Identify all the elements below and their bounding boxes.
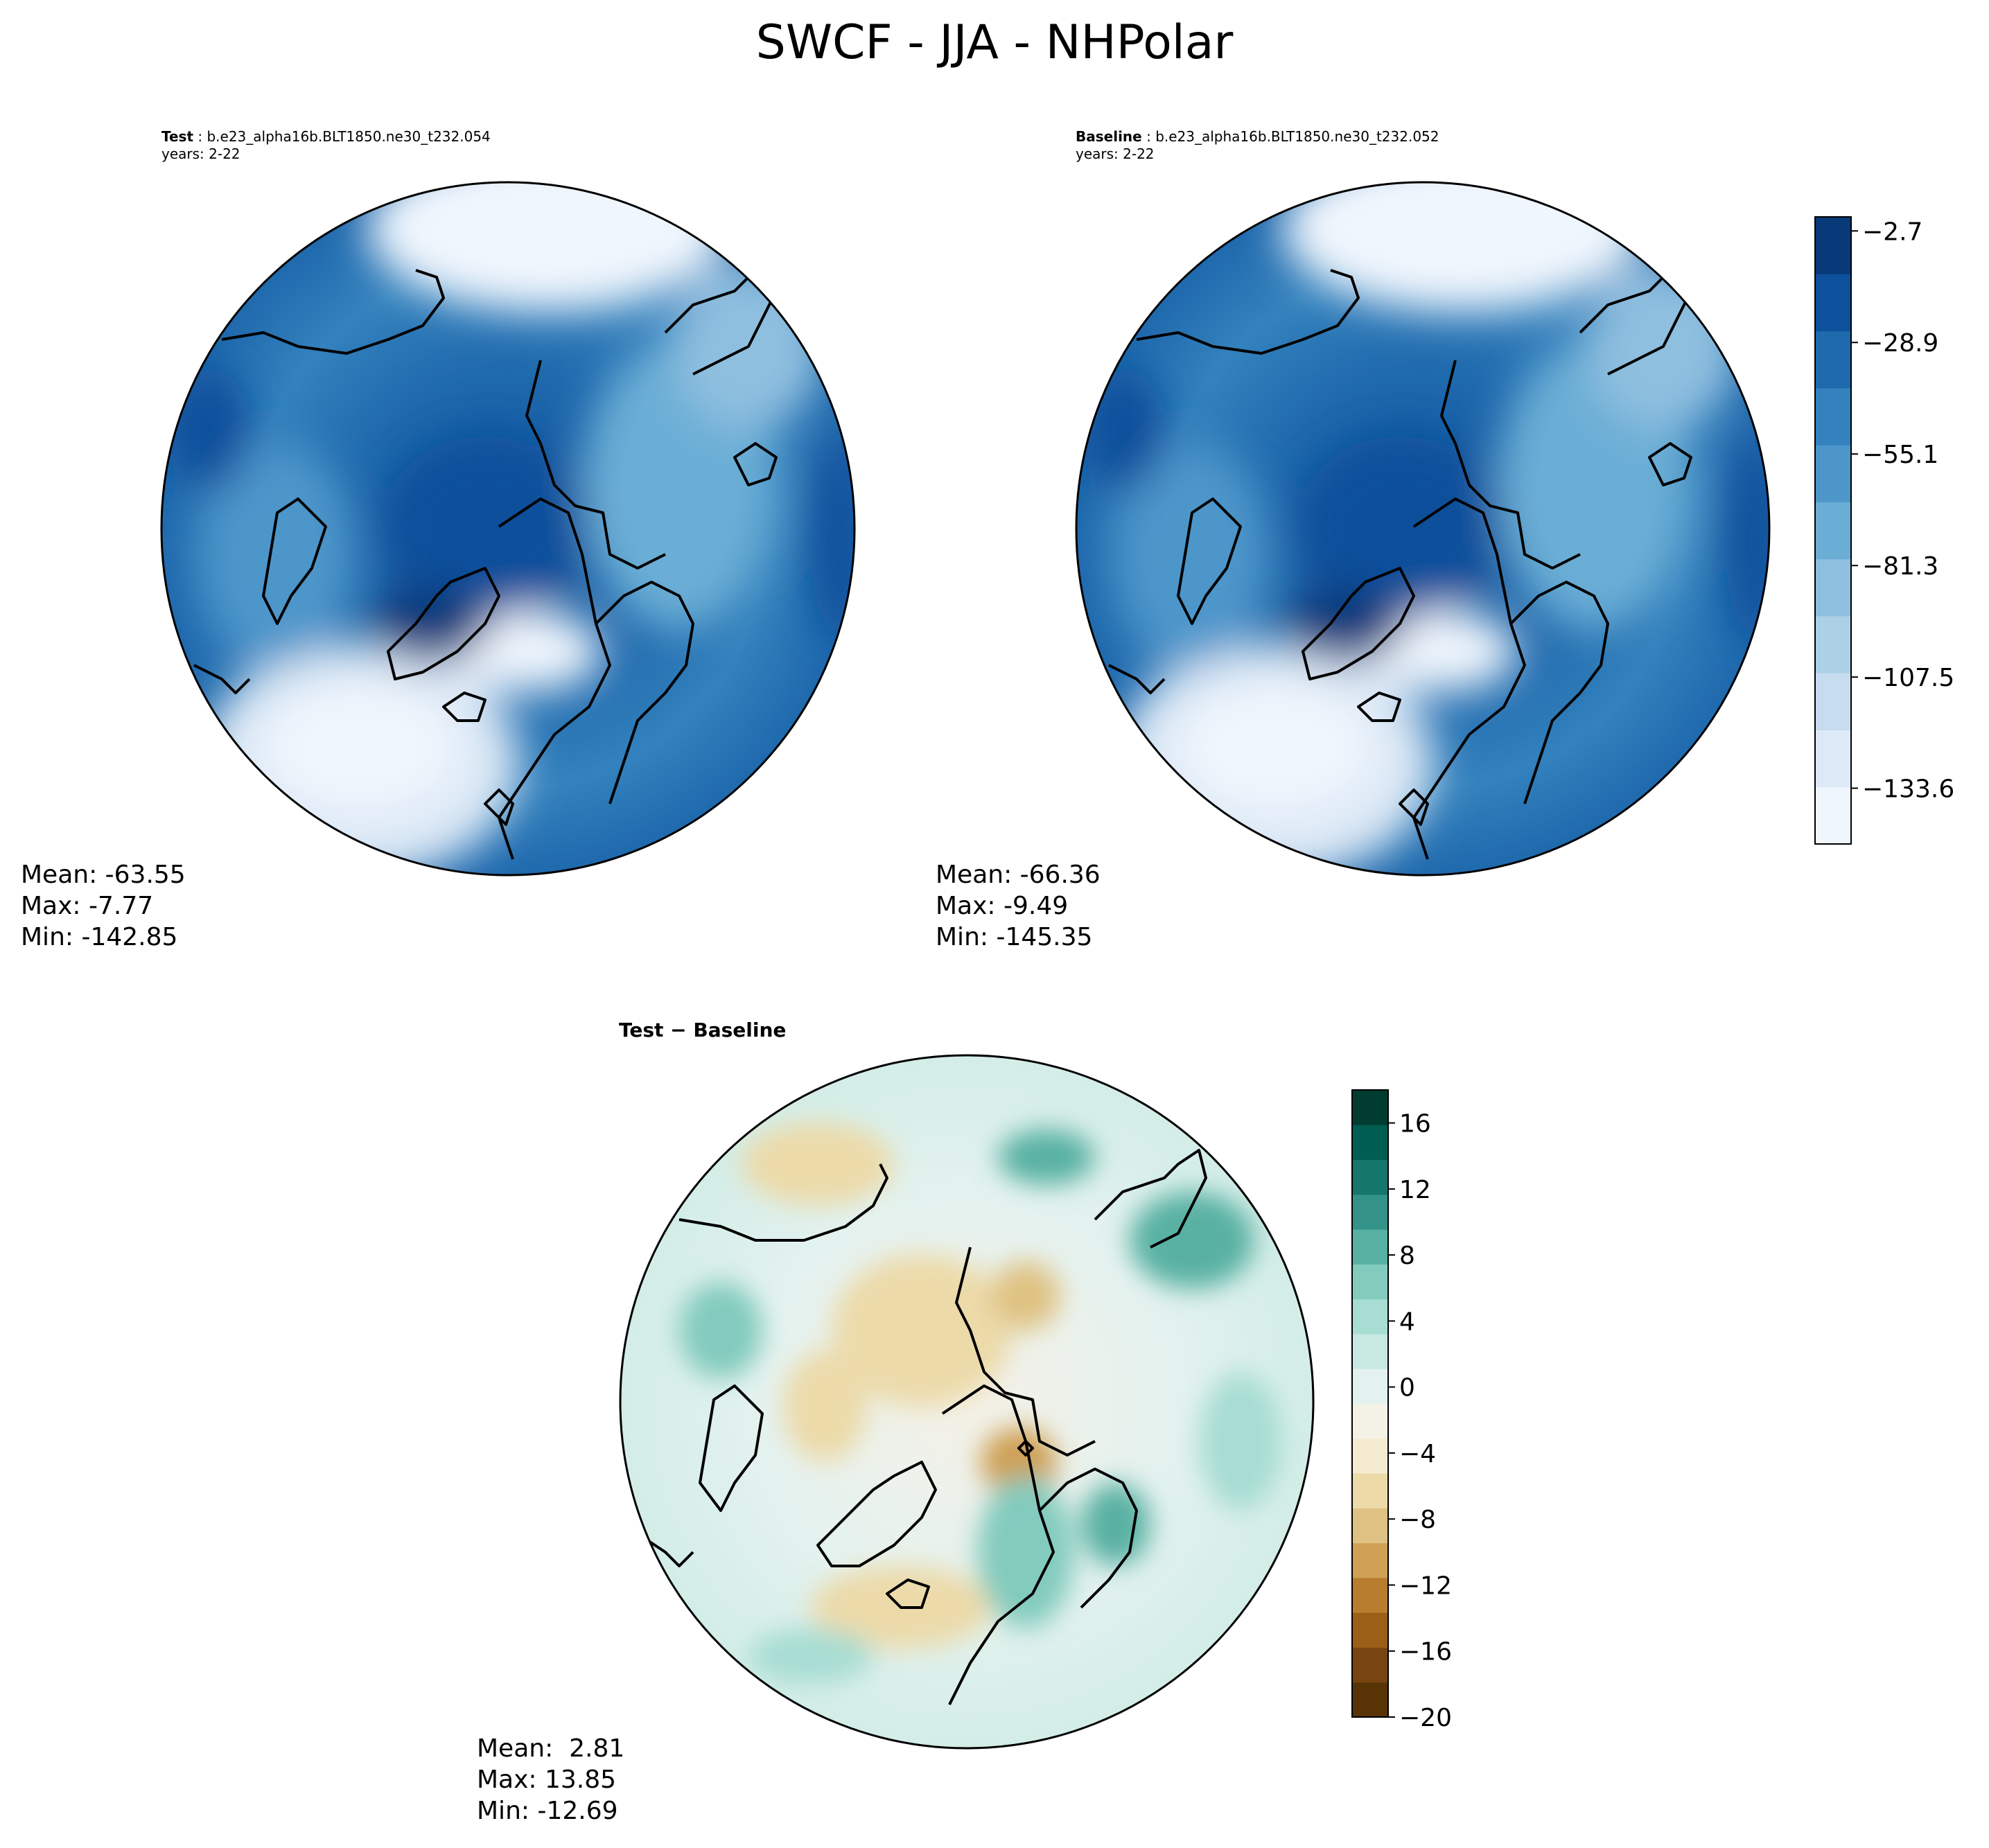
test-label: Test xyxy=(161,128,194,145)
diff-colorbar-band xyxy=(1352,1194,1388,1230)
top-colorbar-tick-label: −55.1 xyxy=(1862,441,1938,469)
test-years: years: 2-22 xyxy=(161,146,240,162)
diff-colorbar-band xyxy=(1352,1577,1388,1613)
diff-colorbar-band xyxy=(1352,1682,1388,1718)
diff-colorbar-band xyxy=(1352,1333,1388,1369)
top-colorbar-band xyxy=(1815,274,1851,332)
diff-colorbar-tick-label: 8 xyxy=(1399,1242,1415,1270)
diff-panel-header: Test − Baseline xyxy=(619,1019,787,1041)
diff-colorbar-tick-label: −20 xyxy=(1399,1704,1452,1732)
diff-colorbar-tick-label: 12 xyxy=(1399,1176,1431,1204)
baseline-mean: Mean: -66.36 xyxy=(936,861,1101,889)
diff-colorbar-tick-label: −12 xyxy=(1399,1572,1452,1600)
diff-colorbar-band xyxy=(1352,1403,1388,1439)
diff-colorbar-band xyxy=(1352,1229,1388,1265)
test-mean: Mean: -63.55 xyxy=(21,861,186,889)
baseline-max: Max: -9.49 xyxy=(936,892,1069,920)
diff-colorbar-band xyxy=(1352,1299,1388,1335)
top-colorbar-band xyxy=(1815,786,1851,845)
test-panel-header: Test : b.e23_alpha16b.BLT1850.ne30_t232.… xyxy=(161,128,491,162)
top-colorbar-band xyxy=(1815,331,1851,389)
diff-colorbar-band xyxy=(1352,1125,1388,1161)
colorbar-difference: 16 12 8 4 0 −4 −8 −12 −16 −20 xyxy=(1351,1089,1452,1732)
test-case-name: b.e23_alpha16b.BLT1850.ne30_t232.054 xyxy=(207,128,491,145)
top-colorbar-tick-label: −107.5 xyxy=(1862,664,1954,692)
diff-colorbar-frame xyxy=(1351,1089,1389,1718)
baseline-panel-header: Baseline : b.e23_alpha16b.BLT1850.ne30_t… xyxy=(1076,128,1439,162)
top-colorbar-band xyxy=(1815,445,1851,502)
figure-title: SWCF - JJA - NHPolar xyxy=(755,15,1234,70)
diff-colorbar-band xyxy=(1352,1369,1388,1404)
diff-colorbar-band xyxy=(1352,1090,1388,1125)
diff-colorbar-tick-label: −16 xyxy=(1399,1638,1452,1666)
diff-colorbar-tick-label: 0 xyxy=(1399,1374,1415,1402)
diff-colorbar-band xyxy=(1352,1473,1388,1508)
baseline-case-name: b.e23_alpha16b.BLT1850.ne30_t232.052 xyxy=(1155,128,1439,145)
top-colorbar-tick-label: −81.3 xyxy=(1862,552,1938,581)
top-colorbar-band xyxy=(1815,217,1851,274)
diff-colorbar-band xyxy=(1352,1612,1388,1648)
test-stats: Mean: -63.55 Max: -7.77 Min: -142.85 xyxy=(21,859,186,953)
diff-mean: Mean: 2.81 xyxy=(477,1734,625,1763)
top-colorbar-band xyxy=(1815,615,1851,674)
diff-colorbar-tick-label: 16 xyxy=(1399,1110,1431,1138)
baseline-label: Baseline xyxy=(1076,128,1142,145)
baseline-stats: Mean: -66.36 Max: -9.49 Min: -145.35 xyxy=(936,859,1101,953)
diff-colorbar-tick-label: −4 xyxy=(1399,1440,1436,1468)
top-colorbar-tick-label: −133.6 xyxy=(1862,775,1954,804)
top-colorbar-tick-label: −28.9 xyxy=(1862,329,1938,358)
baseline-years: years: 2-22 xyxy=(1076,146,1155,162)
diff-colorbar-band xyxy=(1352,1542,1388,1578)
colorbar-top: −2.7 −28.9 −55.1 −81.3 −107.5 −133.6 xyxy=(1814,216,1954,845)
diff-stats: Mean: 2.81 Max: 13.85 Min: -12.69 xyxy=(477,1733,624,1827)
test-min: Min: -142.85 xyxy=(21,923,178,951)
top-colorbar-band xyxy=(1815,387,1851,446)
diff-colorbar-band xyxy=(1352,1647,1388,1683)
diff-colorbar-band xyxy=(1352,1438,1388,1474)
top-colorbar-band xyxy=(1815,673,1851,730)
diff-min: Min: -12.69 xyxy=(477,1797,618,1825)
difference-map xyxy=(619,1054,1315,1750)
top-colorbar-frame xyxy=(1814,216,1852,845)
top-colorbar-tick-label: −2.7 xyxy=(1862,218,1922,246)
diff-colorbar-tick-label: −8 xyxy=(1399,1506,1436,1534)
diff-max: Max: 13.85 xyxy=(477,1766,617,1794)
baseline-map xyxy=(1075,181,1771,877)
diff-colorbar-tick-label: 4 xyxy=(1399,1308,1415,1336)
top-colorbar-band xyxy=(1815,558,1851,617)
diff-colorbar-band xyxy=(1352,1264,1388,1300)
baseline-min: Min: -145.35 xyxy=(936,923,1093,951)
top-colorbar-band xyxy=(1815,502,1851,560)
test-max: Max: -7.77 xyxy=(21,892,154,920)
diff-colorbar-band xyxy=(1352,1159,1388,1195)
test-map xyxy=(160,181,856,877)
top-colorbar-band xyxy=(1815,730,1851,788)
diff-colorbar-band xyxy=(1352,1508,1388,1544)
